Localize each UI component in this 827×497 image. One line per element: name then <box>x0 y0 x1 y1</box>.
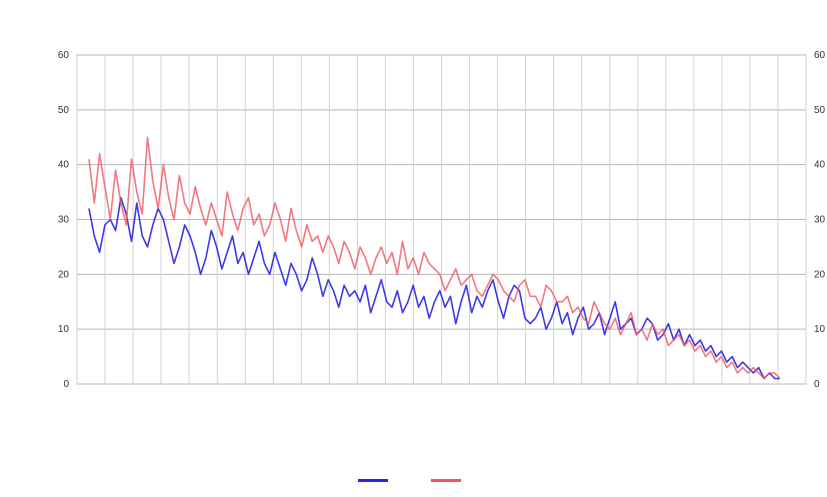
y-tick-label: 0 <box>63 379 69 390</box>
legend-item-series-1 <box>430 479 469 482</box>
y-tick-label: 20 <box>58 269 70 280</box>
line-chart: 0 10 20 30 40 50 60 0 10 20 30 40 50 60 <box>58 50 826 390</box>
y-tick-label: 30 <box>58 215 70 226</box>
legend <box>0 474 827 485</box>
legend-item-series-0 <box>358 479 396 482</box>
series-line-0 <box>88 196 780 380</box>
series-layer <box>88 136 781 380</box>
y-tick-label: 20 <box>814 269 826 280</box>
y-tick-label: 10 <box>814 324 826 335</box>
y-tick-label: 0 <box>814 379 820 390</box>
y-tick-label: 50 <box>814 105 826 116</box>
y-tick-label: 40 <box>814 160 826 171</box>
legend-swatch-series-1 <box>430 479 461 482</box>
y-tick-label: 50 <box>58 105 70 116</box>
y-tick-label: 40 <box>58 160 70 171</box>
grid-lines <box>76 54 807 385</box>
y-tick-label: 10 <box>58 324 70 335</box>
y-tick-label: 30 <box>814 215 826 226</box>
y-tick-label: 60 <box>814 50 826 61</box>
legend-swatch-series-0 <box>358 479 389 482</box>
y-axis-right: 0 10 20 30 40 50 60 <box>814 50 826 390</box>
y-axis-left: 0 10 20 30 40 50 60 <box>58 50 70 390</box>
series-line-1 <box>88 136 781 380</box>
y-tick-label: 60 <box>58 50 70 61</box>
